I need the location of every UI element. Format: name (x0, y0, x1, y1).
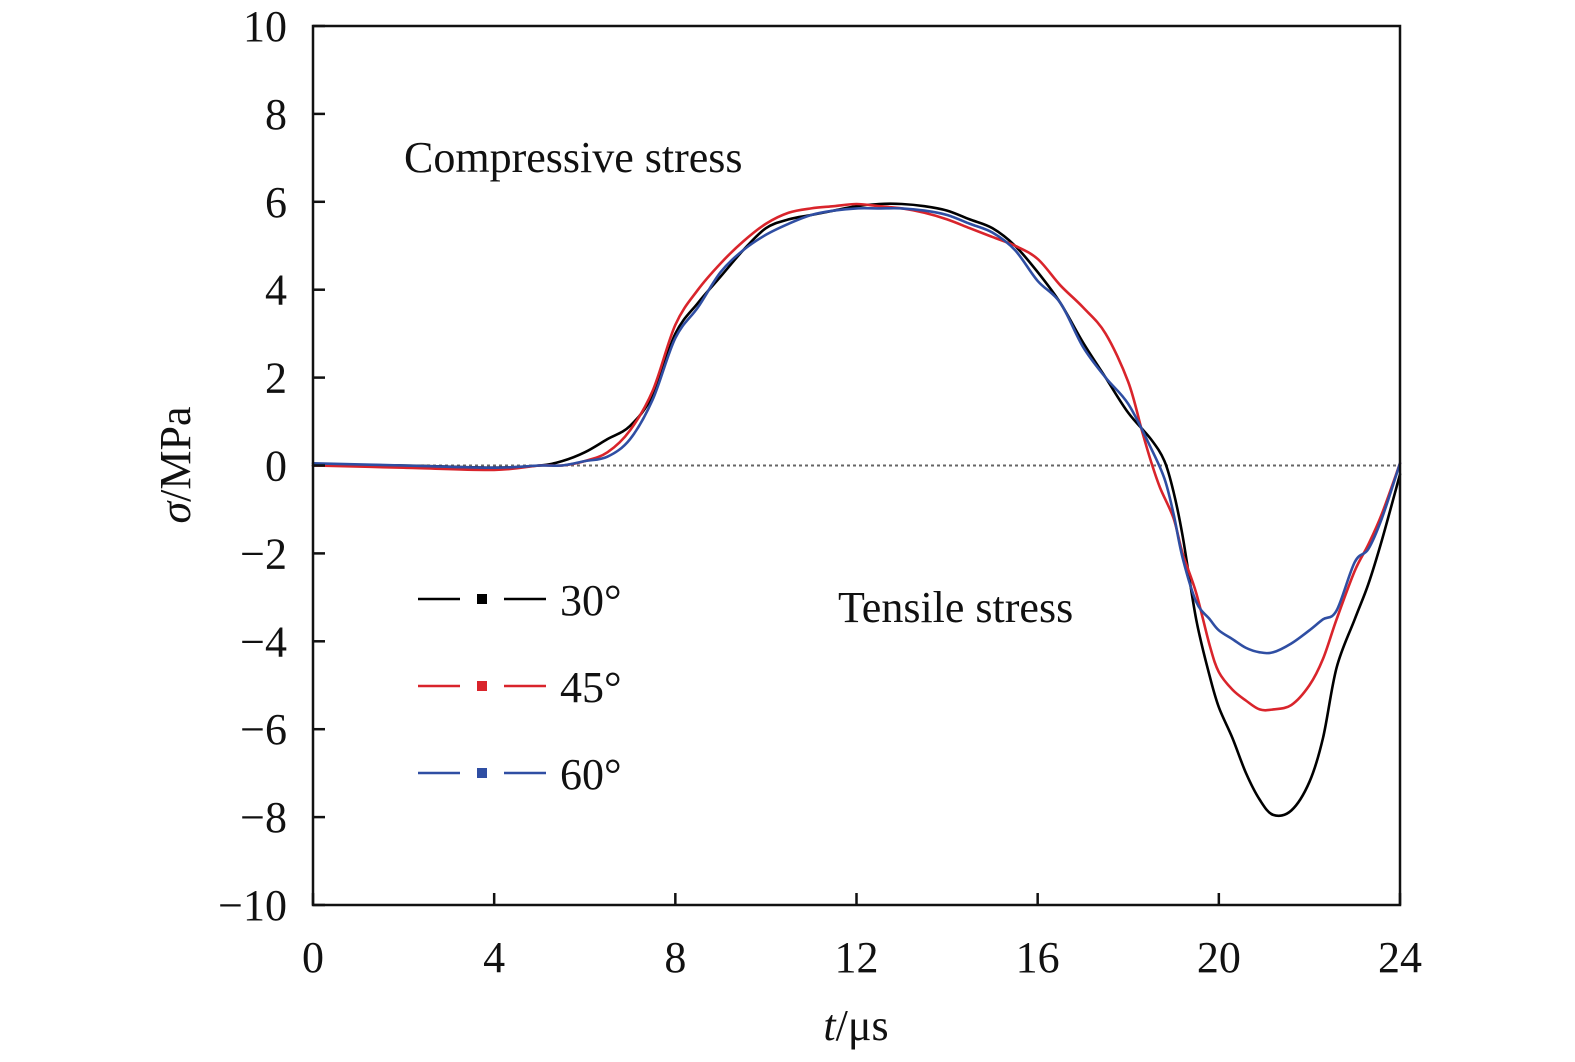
x-tick-label: 12 (835, 933, 879, 982)
y-tick-label: −4 (240, 617, 287, 666)
x-tick-label: 20 (1197, 933, 1241, 982)
x-tick-label: 4 (483, 933, 505, 982)
x-tick-label: 0 (302, 933, 324, 982)
annotation-compressive-stress: Compressive stress (404, 133, 743, 182)
series-layer (311, 202, 1402, 818)
legend-swatch-marker (477, 768, 487, 778)
x-axis-ticks: 0 4 8 12 16 20 24 (302, 893, 1422, 982)
y-tick-label: −6 (240, 705, 287, 754)
y-tick-label: 10 (243, 2, 287, 51)
legend-item: 30° (418, 576, 622, 625)
x-axis-title-unit: /μs (836, 1001, 889, 1050)
y-axis-title: σ/MPa (151, 406, 200, 523)
legend-item: 45° (418, 663, 622, 712)
y-tick-label: 8 (265, 90, 287, 139)
y-tick-label: −10 (218, 881, 287, 930)
legend-label: 60° (560, 750, 622, 799)
x-tick-label: 16 (1016, 933, 1060, 982)
x-tick-label: 8 (664, 933, 686, 982)
legend-label: 30° (560, 576, 622, 625)
x-axis-title-symbol: t (823, 1001, 837, 1050)
x-tick-label: 24 (1378, 933, 1422, 982)
y-axis-title-symbol: σ (151, 500, 200, 524)
x-axis-title: t/μs (823, 1001, 888, 1050)
y-axis-title-unit: /MPa (151, 406, 200, 501)
y-tick-label: −2 (240, 529, 287, 578)
legend-label: 45° (560, 663, 622, 712)
legend: 30° 45° 60° (418, 576, 622, 799)
y-tick-label: 4 (265, 266, 287, 315)
annotation-tensile-stress: Tensile stress (838, 583, 1073, 632)
legend-swatch-marker (477, 681, 487, 691)
y-tick-label: −8 (240, 793, 287, 842)
legend-swatch-marker (477, 594, 487, 604)
series-line-45deg (311, 202, 1402, 712)
y-axis-ticks: −10 −8 −6 −4 −2 0 2 4 6 8 10 (218, 2, 325, 930)
series-line-60deg (311, 206, 1402, 655)
y-tick-label: 0 (265, 442, 287, 491)
y-tick-label: 6 (265, 178, 287, 227)
y-tick-label: 2 (265, 354, 287, 403)
legend-item: 60° (418, 750, 622, 799)
